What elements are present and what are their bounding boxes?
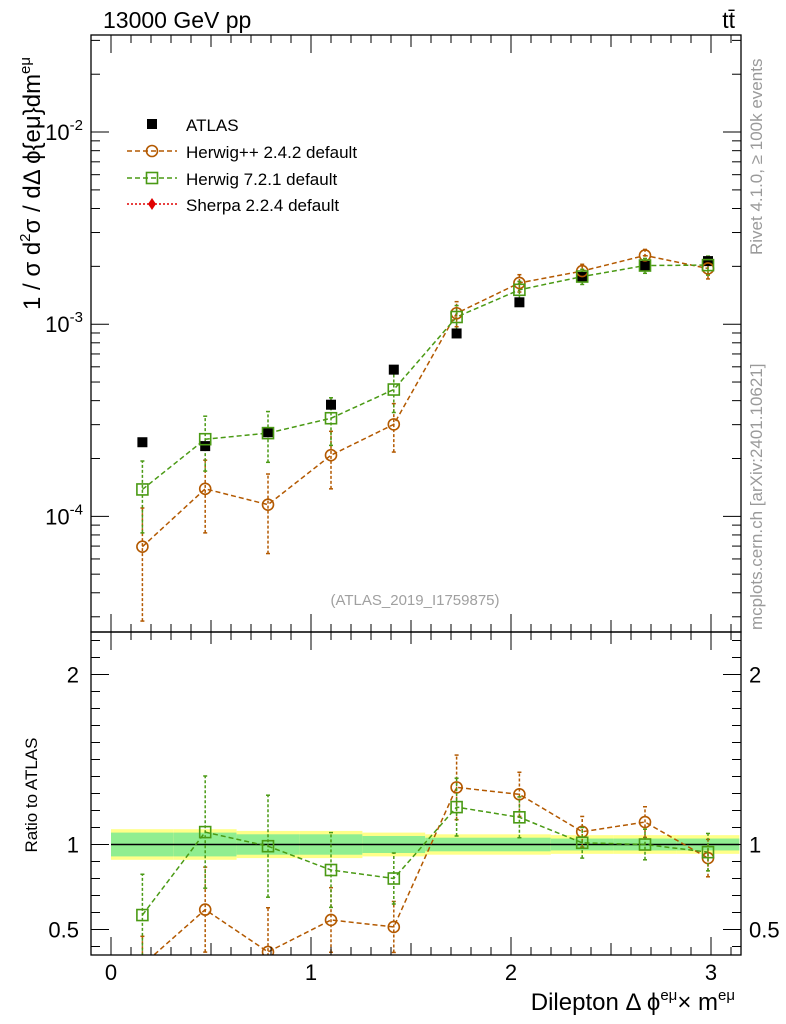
main-herwigpp-point xyxy=(387,418,401,431)
main-atlas-point xyxy=(388,364,399,375)
main-atlas-point xyxy=(200,441,211,452)
collision-title: 13000 GeV pp xyxy=(103,7,251,33)
main-herwig7-point xyxy=(513,283,526,297)
ratio-y-tick-label-right: 0.5 xyxy=(749,918,780,943)
x-tick-label: 3 xyxy=(705,960,717,985)
ratio-herwig7-point xyxy=(575,836,589,850)
main-herwig7-point xyxy=(261,426,275,440)
ratio-herwigpp-point xyxy=(387,920,401,934)
ratio-y-tick-label-right: 1 xyxy=(749,833,761,858)
ratio-herwigpp-point xyxy=(638,815,652,829)
main-herwigpp-point xyxy=(136,540,149,553)
mcplots-credit-label: mcplots.cern.ch [arXiv:2401.10621] xyxy=(747,364,766,630)
legend-marker-3 xyxy=(148,198,156,210)
ratio-herwigpp-point xyxy=(324,913,338,927)
main-herwig7-line xyxy=(141,264,709,491)
main-herwig7-point xyxy=(324,411,338,425)
main-herwig7-point xyxy=(136,483,149,496)
ratio-herwig7-point xyxy=(261,839,275,853)
main-herwig7-point xyxy=(575,270,589,283)
legend-marker-2 xyxy=(145,171,159,185)
ratio-y-tick-label: 2 xyxy=(67,663,79,688)
ratio-herwig7-point xyxy=(450,800,463,814)
main-series-group xyxy=(136,248,715,622)
main-atlas-point xyxy=(326,399,336,410)
ratio-herwig7-point xyxy=(638,838,652,851)
ratio-y-tick-label: 1 xyxy=(67,833,79,858)
x-tick-label: 1 xyxy=(305,960,317,985)
main-atlas-point xyxy=(703,256,713,267)
process-label: tt̄ xyxy=(722,7,735,33)
x-axis-label: Dilepton Δ ϕeμ× meμ xyxy=(531,987,735,1016)
legend-label-2: Herwig 7.2.1 default xyxy=(186,170,337,189)
main-y-tick-label: 10-4 xyxy=(45,501,83,529)
main-atlas-point xyxy=(137,437,148,448)
ratio-y-tick-label: 0.5 xyxy=(48,918,79,943)
ratio-panel: 0 1 2 3 0.5 0.5 1 1 2 2 xyxy=(48,631,780,985)
main-y-axis-label: 1 / σ d2σ / dΔ ϕ{eμ}dmeμ xyxy=(17,57,46,310)
main-herwig7-point xyxy=(387,383,401,396)
main-y-tick-base: 10 xyxy=(45,120,69,145)
main-y-tick-label: 10-2 xyxy=(45,117,83,145)
legend-label-0: ATLAS xyxy=(186,116,239,135)
x-tick-label: 0 xyxy=(105,960,117,985)
ratio-herwig7-point xyxy=(701,845,715,859)
ratio-herwigpp-point xyxy=(198,903,212,916)
rivet-version-label: Rivet 4.1.0, ≥ 100k events xyxy=(747,59,766,255)
main-atlas-point xyxy=(263,427,273,438)
legend-label-1: Herwig++ 2.4.2 default xyxy=(186,143,357,162)
ratio-series-group xyxy=(136,754,715,955)
legend-marker-0 xyxy=(147,119,157,129)
ratio-herwig7-point xyxy=(387,872,401,885)
main-herwigpp-point xyxy=(638,249,652,262)
main-atlas-point xyxy=(514,297,525,308)
legend-marker-1 xyxy=(145,144,159,158)
main-herwig7-point xyxy=(198,432,212,446)
legend: ATLAS Herwig++ 2.4.2 default Herwig 7.2.1 … xyxy=(127,116,357,215)
legend-label-3: Sherpa 2.2.4 default xyxy=(186,196,339,215)
main-y-tick-exp: -3 xyxy=(70,309,83,326)
main-herwigpp-point xyxy=(198,482,212,496)
main-herwigpp-point xyxy=(324,448,338,462)
x-tick-label: 2 xyxy=(505,960,517,985)
ratio-herwig7-line xyxy=(141,806,709,916)
ratio-herwig7-point xyxy=(324,863,338,877)
ratio-y-tick-label-right: 2 xyxy=(749,663,761,688)
ratio-herwigpp-point xyxy=(450,781,463,794)
main-y-tick-base: 10 xyxy=(45,312,69,337)
main-y-tick-label: 10-3 xyxy=(45,309,83,337)
ratio-herwigpp-line xyxy=(152,786,709,955)
ratio-herwigpp-point xyxy=(261,945,275,955)
main-herwigpp-point xyxy=(261,498,275,511)
main-atlas-point xyxy=(451,328,462,339)
ratio-herwig7-point xyxy=(513,810,526,824)
main-atlas-point xyxy=(640,260,650,271)
main-herwig7-point xyxy=(450,310,463,324)
ratio-herwig7-point xyxy=(136,908,149,922)
ratio-herwig7-point xyxy=(198,825,212,839)
analysis-id-label: (ATLAS_2019_I1759875) xyxy=(330,592,499,609)
main-y-tick-base: 10 xyxy=(45,504,69,529)
main-herwigpp-point xyxy=(513,276,526,290)
main-herwigpp-line xyxy=(141,254,709,548)
main-herwig7-point xyxy=(701,258,715,272)
main-y-tick-exp: -4 xyxy=(70,501,83,518)
ratio-y-axis-label: Ratio to ATLAS xyxy=(22,738,41,853)
main-y-tick-exp: -2 xyxy=(70,117,83,134)
main-herwig7-point xyxy=(638,259,652,272)
